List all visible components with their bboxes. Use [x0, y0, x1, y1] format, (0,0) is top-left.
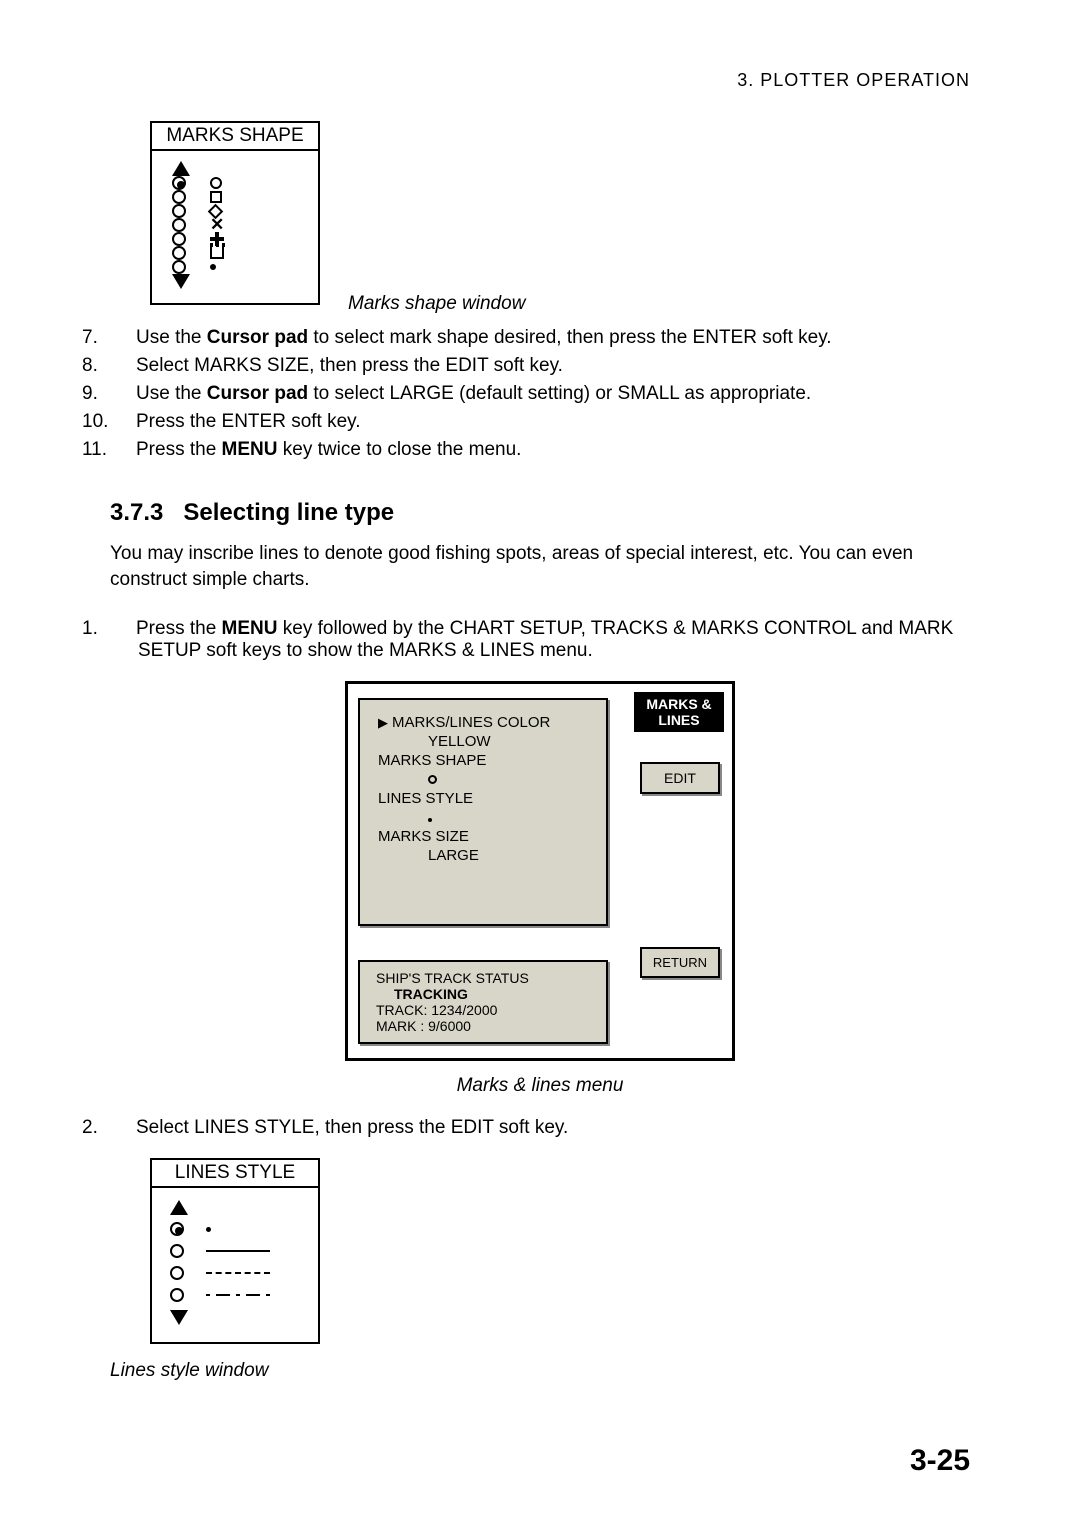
- radio-icon: [172, 190, 186, 204]
- instruction-list-2b: 2.Select LINES STYLE, then press the EDI…: [110, 1117, 970, 1139]
- instruction-list-1: 7.Use the Cursor pad to select mark shap…: [110, 327, 970, 461]
- status-line: TRACKING: [376, 986, 590, 1002]
- marks-lines-menu-caption: Marks & lines menu: [110, 1075, 970, 1097]
- radio-icon: [172, 260, 186, 274]
- marks-lines-softkey: MARKS &LINES: [634, 692, 724, 732]
- marks-shape-window: MARKS SHAPE ✕: [150, 121, 320, 305]
- lines-style-content: [152, 1188, 318, 1342]
- menu-item-marks-size[interactable]: MARKS SIZE: [378, 828, 588, 845]
- section-intro: You may inscribe lines to denote good fi…: [110, 541, 970, 592]
- circle-icon: [210, 177, 222, 189]
- marks-shape-caption: Marks shape window: [348, 293, 525, 315]
- menu-item-lines-style[interactable]: LINES STYLE: [378, 790, 588, 807]
- edit-softkey[interactable]: EDIT: [640, 762, 720, 794]
- status-line: TRACK: 1234/2000: [376, 1002, 590, 1018]
- radio-icon: [170, 1288, 184, 1302]
- radio-icon: [170, 1244, 184, 1258]
- marks-shape-content: ✕: [152, 151, 318, 303]
- marks-shape-title: MARKS SHAPE: [152, 123, 318, 151]
- square-icon: [210, 191, 222, 203]
- radio-icon: [172, 246, 186, 260]
- menu-value-yellow: YELLOW: [378, 733, 588, 750]
- lines-style-title: LINES STYLE: [152, 1160, 318, 1188]
- return-softkey[interactable]: RETURN: [640, 947, 720, 978]
- status-line: SHIP'S TRACK STATUS: [376, 970, 590, 986]
- radio-selected-icon: [172, 176, 186, 190]
- page-number: 3-25: [910, 1444, 970, 1478]
- instruction-list-2a: 1.Press the MENU key followed by the CHA…: [110, 618, 970, 662]
- dot-icon: [428, 818, 432, 822]
- circle-icon: [428, 775, 437, 784]
- dot-icon: [210, 264, 216, 270]
- dashed-line-icon: [206, 1272, 270, 1274]
- radio-icon: [170, 1266, 184, 1280]
- radio-selected-icon: [170, 1222, 184, 1236]
- radio-icon: [172, 218, 186, 232]
- radio-icon: [172, 204, 186, 218]
- menu-value-large: LARGE: [378, 847, 588, 864]
- solid-line-icon: [206, 1250, 270, 1252]
- status-line: MARK : 9/6000: [376, 1018, 590, 1034]
- menu-item-marks-shape[interactable]: MARKS SHAPE: [378, 752, 588, 769]
- x-icon: ✕: [210, 218, 224, 232]
- arrow-up-icon: [172, 161, 190, 176]
- arrow-down-icon: [170, 1310, 188, 1325]
- lines-style-window: LINES STYLE: [150, 1158, 320, 1344]
- castle-icon: [210, 247, 224, 259]
- status-panel: SHIP'S TRACK STATUS TRACKING TRACK: 1234…: [358, 960, 608, 1044]
- marks-lines-menu-window: MARKS &LINES EDIT MARKS/LINES COLOR YELL…: [345, 681, 735, 1061]
- arrow-down-icon: [172, 274, 190, 289]
- radio-icon: [172, 232, 186, 246]
- arrow-up-icon: [170, 1200, 188, 1215]
- dot-icon: [206, 1227, 211, 1232]
- section-heading: 3.7.3 Selecting line type: [110, 499, 970, 527]
- menu-item-marks-lines-color[interactable]: MARKS/LINES COLOR: [378, 714, 588, 731]
- menu-main-panel: MARKS/LINES COLOR YELLOW MARKS SHAPE LIN…: [358, 698, 608, 926]
- lines-style-caption: Lines style window: [110, 1360, 970, 1382]
- dot-dash-line-icon: [206, 1294, 270, 1296]
- page-header: 3. PLOTTER OPERATION: [110, 70, 970, 91]
